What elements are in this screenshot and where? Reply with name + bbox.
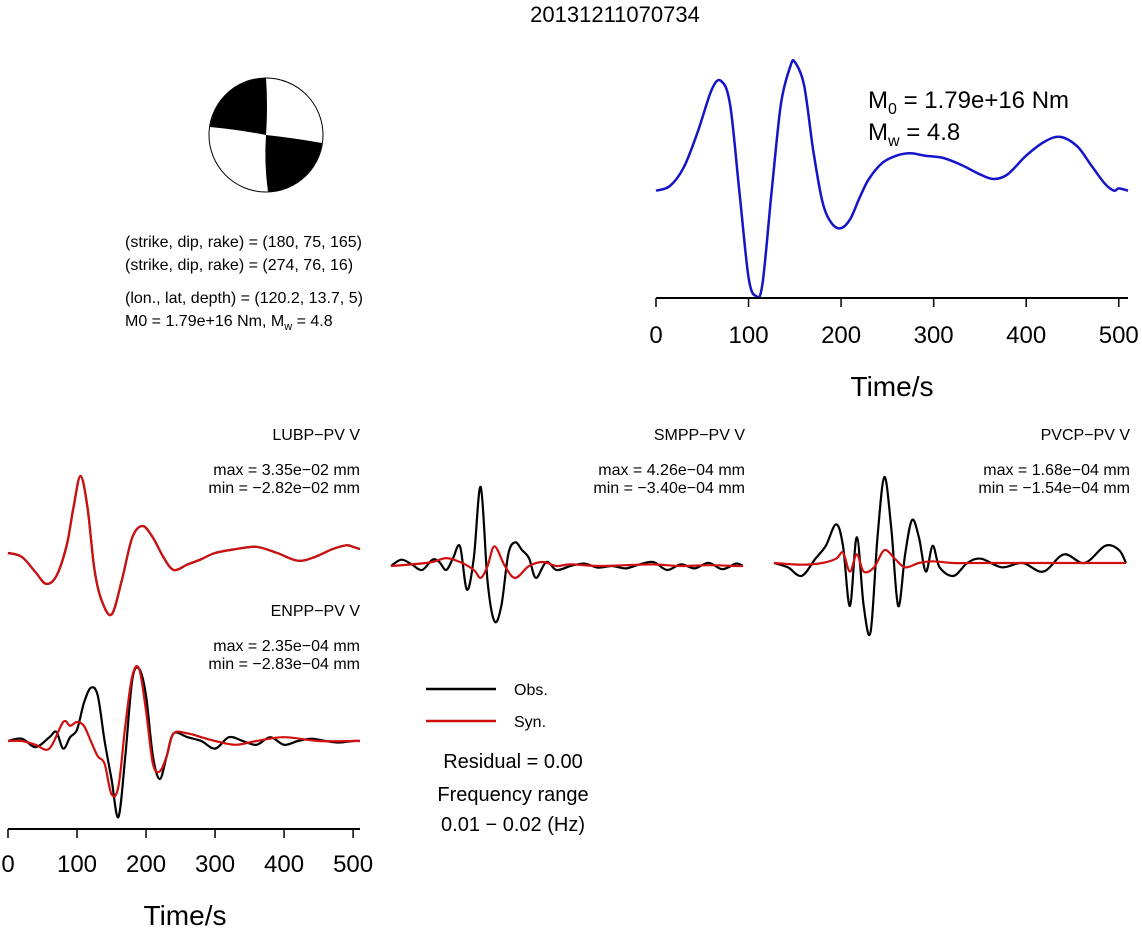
station-max: max = 4.26e−04 mm <box>598 462 745 479</box>
synthetic-waveform <box>773 548 1126 574</box>
station-name: SMPP−PV V <box>654 427 745 444</box>
axis-tick-label: 400 <box>1006 322 1046 349</box>
moment-label-rest: 0 = 1.79e+16 Nm, M <box>138 313 284 330</box>
axis-tick-label: 500 <box>333 851 373 878</box>
station-min: min = −3.40e−04 mm <box>593 480 745 497</box>
moment-label: M0 = 1.79e+16 Nm, Mw = 4.8 <box>125 313 333 333</box>
legend-syn-label: Syn. <box>514 714 546 731</box>
observed-waveform <box>773 475 1127 636</box>
enpp-xlabel: Time/s <box>144 900 227 928</box>
beachball-quadrant-nw <box>210 78 267 135</box>
synthetic-waveform <box>7 665 360 798</box>
beachball-quadrant-se <box>265 135 322 192</box>
legend-obs-label: Obs. <box>514 682 548 699</box>
station-max: max = 1.68e−04 mm <box>983 462 1130 479</box>
synthetic-waveform <box>7 474 361 617</box>
stf-m0-label: M0 = 1.79e+16 Nm <box>868 87 1069 118</box>
figure-title: 20131211070734 <box>530 2 700 27</box>
moment-label-w-sub: w <box>283 321 292 333</box>
axis-tick-label: 300 <box>195 851 235 878</box>
station-panel-smpp: SMPP−PV V max = 4.26e−04 mm min = −3.40e… <box>390 427 745 624</box>
plane-1-label: (strike, dip, rake) = (180, 75, 165) <box>125 234 362 251</box>
station-max: max = 2.35e−04 mm <box>213 638 360 655</box>
moment-label-mw: = 4.8 <box>292 313 333 330</box>
frequency-value: 0.01 − 0.02 (Hz) <box>441 814 585 836</box>
axis-tick-label: 500 <box>1099 322 1139 349</box>
station-panel-enpp: ENPP−PV V max = 2.35e−04 mm min = −2.83e… <box>1 603 373 928</box>
axis-tick-label: 100 <box>57 851 97 878</box>
plane-2-label: (strike, dip, rake) = (274, 76, 16) <box>125 257 353 274</box>
station-min: min = −2.82e−02 mm <box>208 480 360 497</box>
observed-waveform <box>7 666 361 819</box>
station-name: ENPP−PV V <box>271 603 361 620</box>
station-panel-pvcp: PVCP−PV V max = 1.68e−04 mm min = −1.54e… <box>773 427 1131 636</box>
stf-mw-label: Mw = 4.8 <box>868 119 960 150</box>
stf-panel: 0 100 200 300 400 500 Time/s M0 = 1.79e+16 Nm… <box>649 59 1139 402</box>
beachball <box>208 77 324 193</box>
station-name: PVCP−PV V <box>1041 427 1131 444</box>
stf-x-axis: 0 100 200 300 400 500 <box>649 297 1139 349</box>
stf-line <box>655 59 1129 299</box>
station-panel-lubp: LUBP−PV V max = 3.35e−02 mm min = −2.82e… <box>7 427 361 617</box>
axis-tick-label: 200 <box>821 322 861 349</box>
station-min: min = −1.54e−04 mm <box>978 480 1130 497</box>
axis-tick-label: 0 <box>1 851 14 878</box>
moment-label-m: M <box>125 313 138 330</box>
enpp-x-axis: 0 100 200 300 400 500 <box>1 828 373 878</box>
frequency-title: Frequency range <box>437 784 588 806</box>
stf-xlabel: Time/s <box>851 371 934 402</box>
axis-tick-label: 300 <box>914 322 954 349</box>
station-max: max = 3.35e−02 mm <box>213 462 360 479</box>
axis-tick-label: 200 <box>126 851 166 878</box>
station-min: min = −2.83e−04 mm <box>208 656 360 673</box>
axis-tick-label: 100 <box>729 322 769 349</box>
axis-tick-label: 0 <box>649 322 662 349</box>
synthetic-waveform <box>390 545 744 580</box>
legend: Obs. Syn. Residual = 0.00 Frequency rang… <box>426 682 589 836</box>
station-name: LUBP−PV V <box>272 427 360 444</box>
axis-tick-label: 400 <box>264 851 304 878</box>
observed-waveform <box>390 485 744 624</box>
location-label: (lon., lat, depth) = (120.2, 13.7, 5) <box>125 290 363 307</box>
residual-label: Residual = 0.00 <box>443 751 583 773</box>
